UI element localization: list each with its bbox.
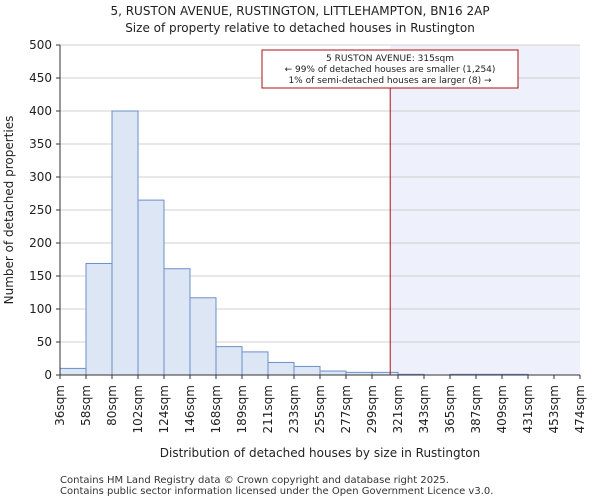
histogram-bar [111,110,139,376]
x-tick-label: 474sqm [573,385,587,433]
x-tick-label: 80sqm [105,385,119,426]
y-tick-label: 250 [29,203,52,217]
chart-title-line-1: 5, RUSTON AVENUE, RUSTINGTON, LITTLEHAMP… [110,4,489,18]
histogram-bar [267,361,295,376]
footer-line-1: Contains HM Land Registry data © Crown c… [60,475,449,486]
x-tick-label: 431sqm [521,385,535,433]
x-tick-label: 365sqm [443,385,457,433]
y-tick-label: 450 [29,71,52,85]
annotation-line-2: ← 99% of detached houses are smaller (1,… [285,65,496,75]
x-tick-label: 58sqm [79,385,93,426]
x-tick-label: 387sqm [469,385,483,433]
x-axis-label: Distribution of detached houses by size … [160,446,480,460]
x-tick-label: 36sqm [53,385,67,426]
histogram-bar [59,367,87,376]
y-tick-label: 150 [29,269,52,283]
y-tick-label: 350 [29,137,52,151]
histogram-bar [319,370,347,376]
y-tick-label: 50 [37,335,52,349]
histogram-bar [163,268,191,376]
footer-line-2: Contains public sector information licen… [60,486,493,497]
x-tick-label: 453sqm [547,385,561,433]
y-tick-label: 300 [29,170,52,184]
histogram-bar [293,365,321,376]
histogram-bar [215,346,243,376]
y-tick-label: 0 [44,368,52,382]
histogram-bar [189,297,217,376]
histogram-bar [85,262,113,376]
x-tick-label: 189sqm [235,385,249,433]
x-tick-label: 321sqm [391,385,405,433]
x-tick-label: 211sqm [261,385,275,433]
histogram-bar [241,351,269,376]
histogram-bar [137,199,165,376]
x-tick-label: 409sqm [495,385,509,433]
x-tick-label: 102sqm [131,385,145,433]
annotation-line-3: 1% of semi-detached houses are larger (8… [288,76,492,86]
annotation-box [261,49,519,89]
x-tick-label: 233sqm [287,385,301,433]
y-tick-label: 400 [29,104,52,118]
annotation-line-1: 5 RUSTON AVENUE: 315sqm [326,54,454,64]
x-tick-label: 146sqm [183,385,197,433]
plot-area: 0 50 100 150 200 250 300 350 400 450 500 36sqm 58sqm… [29,38,587,433]
x-tick-label: 343sqm [417,385,431,433]
x-tick-label: 277sqm [339,385,353,433]
y-tick-label: 500 [29,38,52,52]
y-axis-label: Number of detached properties [2,116,16,305]
x-tick-label: 299sqm [365,385,379,433]
x-tick-label: 124sqm [157,385,171,433]
x-tick-label: 168sqm [209,385,223,433]
x-tick-label: 255sqm [313,385,327,433]
chart-title-line-2: Size of property relative to detached ho… [125,21,475,35]
y-tick-label: 200 [29,236,52,250]
y-tick-label: 100 [29,302,52,316]
